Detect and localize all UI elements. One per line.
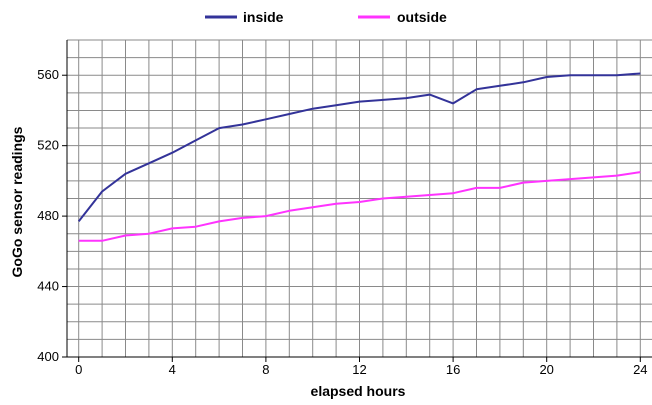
legend-label-outside: outside	[397, 9, 447, 25]
legend: inside outside	[205, 9, 447, 25]
y-tick-label: 440	[37, 279, 59, 294]
y-tick-label: 400	[37, 349, 59, 364]
x-axis-title: elapsed hours	[311, 383, 406, 399]
y-tick-label: 520	[37, 138, 59, 153]
x-tick-label: 4	[169, 362, 176, 377]
x-tick-label: 20	[539, 362, 553, 377]
series-line-outside	[78, 171, 641, 242]
y-tick-label: 560	[37, 67, 59, 82]
x-tick-label: 24	[633, 362, 647, 377]
axes-layer: 400 440 480 520 560 0 4 8 12 16 20 24	[37, 40, 652, 377]
series-layer	[77, 72, 641, 242]
legend-label-inside: inside	[243, 9, 284, 25]
x-tick-label: 12	[352, 362, 366, 377]
series-line-inside	[77, 72, 641, 223]
x-tick-label: 0	[75, 362, 82, 377]
y-axis-title: GoGo sensor readings	[9, 126, 25, 277]
grid-layer	[67, 39, 652, 357]
x-tick-label: 8	[262, 362, 269, 377]
y-tick-label: 480	[37, 208, 59, 223]
x-tick-label: 16	[446, 362, 460, 377]
